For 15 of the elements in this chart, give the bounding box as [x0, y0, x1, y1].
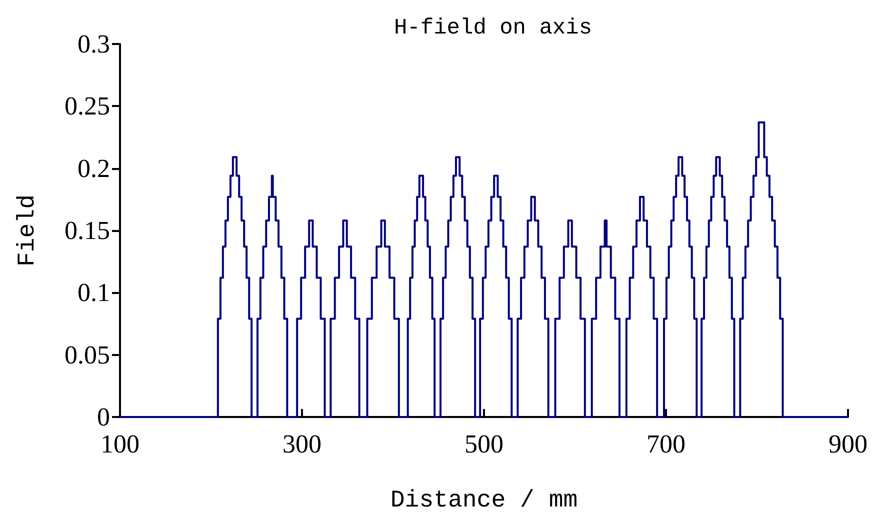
- y-tick-label: 0.15: [64, 216, 110, 245]
- y-tick-label: 0.2: [78, 154, 110, 183]
- y-axis-title: Field: [14, 194, 42, 267]
- x-tick-label: 300: [282, 430, 322, 458]
- y-tick-label: 0: [97, 402, 110, 432]
- chart-title: H-field on axis: [394, 16, 592, 40]
- y-tick-label: 0.25: [64, 92, 110, 121]
- y-tick-label: 0.05: [64, 340, 110, 370]
- y-tick-label: 0.1: [78, 278, 110, 308]
- x-tick-label: 900: [828, 430, 868, 458]
- x-axis-title: Distance / mm: [390, 488, 578, 514]
- x-tick-label: 700: [646, 430, 686, 458]
- y-tick-label: 0.3: [78, 30, 110, 58]
- x-tick-label: 100: [100, 430, 140, 458]
- x-tick-label: 500: [464, 430, 504, 458]
